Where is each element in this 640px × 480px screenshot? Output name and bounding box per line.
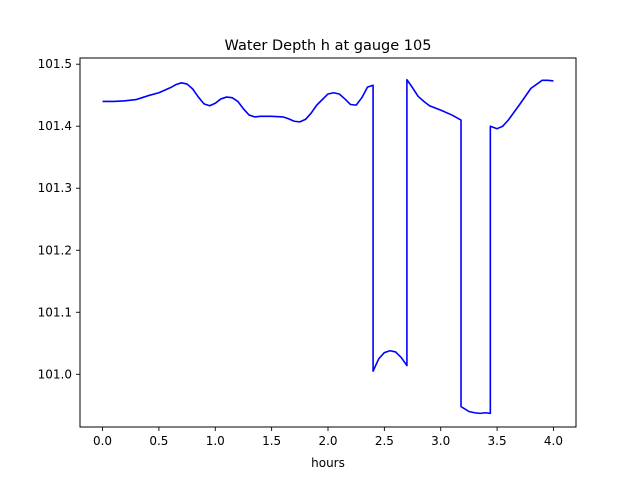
x-tick-label: 3.5 xyxy=(488,434,507,448)
x-tick-label: 4.0 xyxy=(544,434,563,448)
x-axis-ticks: 0.0 0.5 1.0 1.5 2.0 2.5 3.0 3.5 4.0 xyxy=(93,427,563,448)
plot-area xyxy=(102,78,554,415)
x-tick-label: 2.0 xyxy=(318,434,337,448)
axes-frame xyxy=(79,57,577,428)
x-axis-label: hours xyxy=(311,456,345,470)
y-tick-label: 101.1 xyxy=(38,305,72,319)
y-tick-label: 101.4 xyxy=(38,119,72,133)
x-tick-label: 1.0 xyxy=(206,434,225,448)
x-tick-label: 0.5 xyxy=(149,434,168,448)
x-tick-label: 1.5 xyxy=(262,434,281,448)
y-tick-label: 101.3 xyxy=(38,181,72,195)
y-tick-label: 101.2 xyxy=(38,243,72,257)
chart-title: Water Depth h at gauge 105 xyxy=(225,38,432,54)
y-axis-ticks: 101.0 101.1 101.2 101.3 101.4 101.5 xyxy=(38,57,80,381)
x-tick-label: 3.0 xyxy=(431,434,450,448)
x-tick-label: 2.5 xyxy=(375,434,394,448)
series-line-0 xyxy=(102,78,554,415)
x-tick-label: 0.0 xyxy=(93,434,112,448)
y-tick-label: 101.5 xyxy=(38,57,72,71)
y-tick-label: 101.0 xyxy=(38,367,72,381)
